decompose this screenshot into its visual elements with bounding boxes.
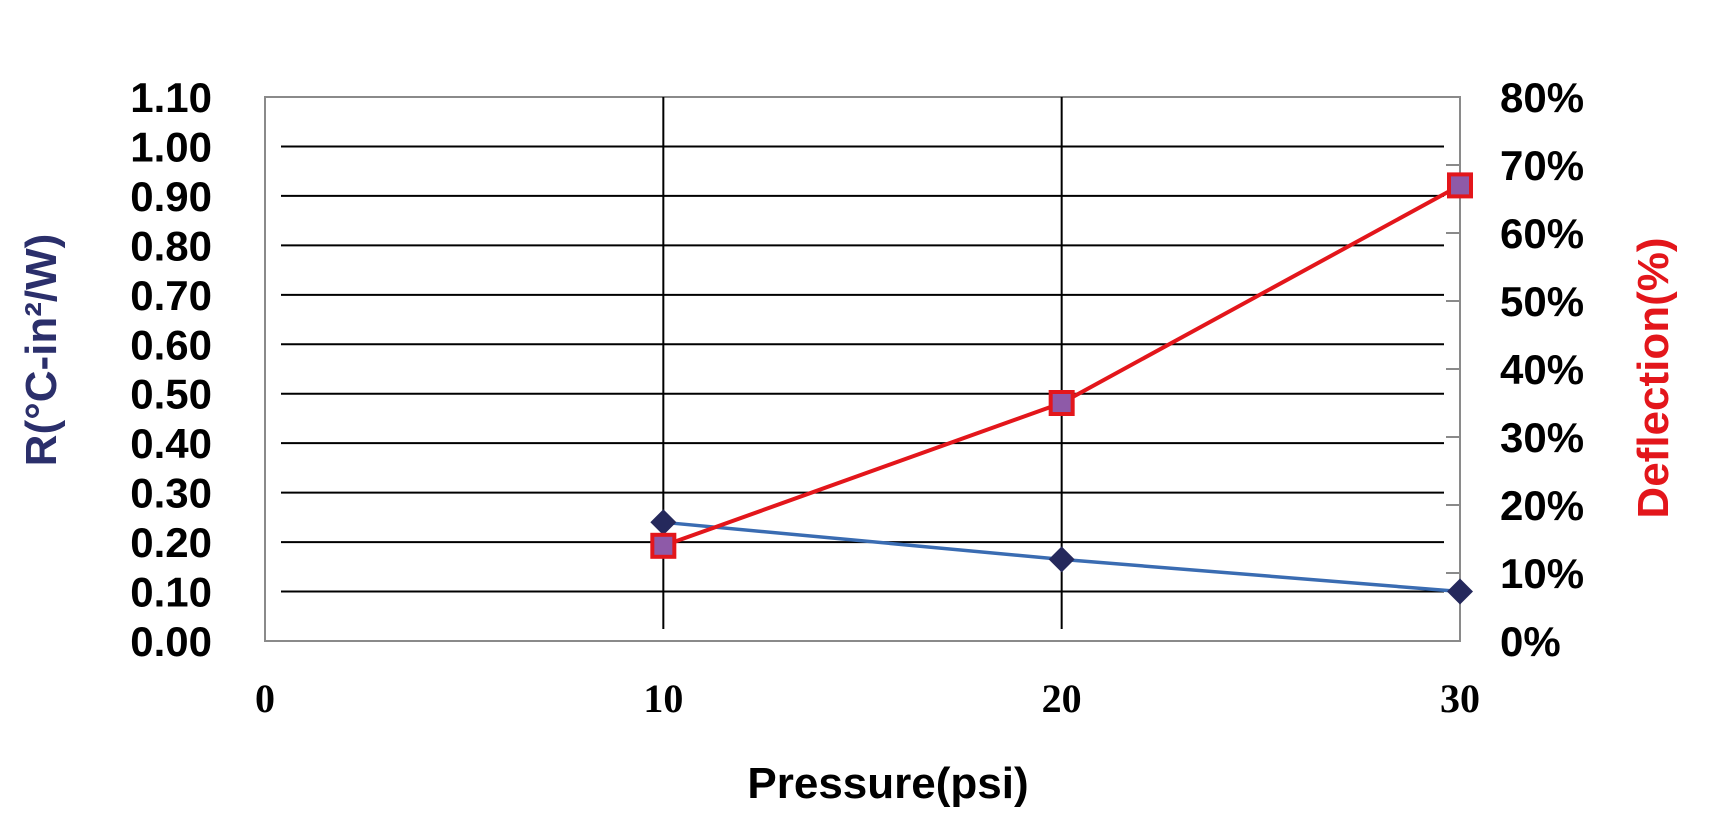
y-left-tick-label: 0.00	[130, 618, 212, 665]
y-right-axis-title: Deflection(%)	[1629, 237, 1678, 518]
data-point-diamond	[1447, 578, 1473, 605]
y-left-tick-label: 0.50	[130, 371, 212, 418]
data-point-square	[650, 532, 677, 559]
y-left-tick-label: 0.30	[130, 470, 212, 517]
y-left-tick-label: 0.80	[130, 222, 212, 269]
y-left-axis-title: R(°C-in²/W)	[17, 234, 66, 467]
data-point-diamond	[1048, 546, 1075, 573]
data-point-diamond	[650, 509, 677, 536]
y-right-tick-label: 20%	[1500, 482, 1584, 529]
x-tick-label: 10	[643, 676, 683, 721]
x-axis-title: Pressure(psi)	[747, 759, 1028, 808]
y-right-tick-label: 0%	[1500, 618, 1561, 665]
y-left-tick-label: 0.90	[130, 173, 212, 220]
x-tick-label: 20	[1042, 676, 1082, 721]
y-left-tick-label: 0.70	[130, 272, 212, 319]
y-right-tick-label: 60%	[1500, 210, 1584, 257]
y-right-tick-label: 10%	[1500, 550, 1584, 597]
y-left-tick-label: 0.20	[130, 519, 212, 566]
y-left-tick-label: 1.00	[130, 123, 212, 170]
y-left-tick-label: 0.40	[130, 420, 212, 467]
x-tick-label: 30	[1440, 676, 1480, 721]
y-left-tick-label: 1.10	[130, 74, 212, 121]
y-left-tick-label: 0.10	[130, 569, 212, 616]
y-right-tick-label: 50%	[1500, 278, 1584, 325]
y-right-tick-label: 30%	[1500, 414, 1584, 461]
y-right-tick-label: 40%	[1500, 346, 1584, 393]
y-right-tick-label: 70%	[1500, 142, 1584, 189]
y-left-tick-label: 0.60	[130, 321, 212, 368]
x-tick-label: 0	[255, 676, 275, 721]
plot-area	[264, 96, 1461, 642]
y-right-tick-label: 80%	[1500, 74, 1584, 121]
data-point-square	[1447, 172, 1473, 199]
data-point-square	[1048, 390, 1075, 416]
